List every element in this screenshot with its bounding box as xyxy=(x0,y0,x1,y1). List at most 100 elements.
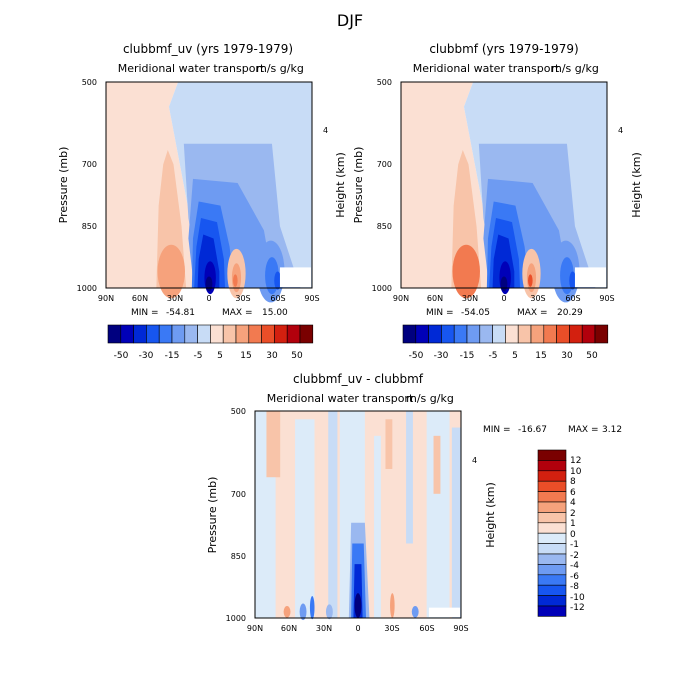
panel-3-y-tick-500: 500 xyxy=(231,407,246,416)
missing-data-patch xyxy=(574,267,606,287)
southern-negative-center xyxy=(274,271,282,290)
panel-2-max-value: 20.29 xyxy=(557,308,583,318)
colorbar-swatch xyxy=(222,324,237,344)
panel-1-cbar-label-1: -30 xyxy=(139,351,154,361)
panel-3-subtitle: Meridional water transport xyxy=(267,392,414,405)
panel-3-stats: MIN = -16.67 MAX = 3.12 xyxy=(483,425,622,435)
red-patch-3 xyxy=(385,419,393,469)
panel-1: clubbmf_uv (yrs 1979-1979) Meridional wa… xyxy=(57,42,347,361)
colorbar-swatch xyxy=(466,324,481,344)
panel-1-max-label: MAX = xyxy=(222,308,253,318)
colorbar-swatch xyxy=(274,324,288,344)
panel-3-contour-field xyxy=(255,411,461,621)
streak-6 xyxy=(406,411,413,544)
panel-3-cbar-label-12: -8 xyxy=(570,582,579,592)
colorbar-swatch xyxy=(479,324,493,344)
panel-2-plot-frame xyxy=(400,81,608,289)
missing-data-patch xyxy=(428,607,460,617)
colorbar-swatch xyxy=(594,324,609,344)
colorbar-swatch xyxy=(530,324,545,344)
panel-1-units: m/s g/kg xyxy=(256,62,304,75)
panel-1-y2-tick-4: 4 xyxy=(323,126,328,135)
colorbar-swatch xyxy=(505,324,519,344)
panel-2-x-tick-30S: 30S xyxy=(530,294,545,303)
panel-1-y-axis-label: Pressure (mb) xyxy=(57,147,70,224)
colorbar-swatch xyxy=(537,501,567,513)
panel-2-x-tick-0: 0 xyxy=(501,294,506,303)
panel-2-cbar-label-4: 5 xyxy=(512,351,518,361)
panel-2-subtitle: Meridional water transport xyxy=(413,62,560,75)
panel-2-x-tick-90N: 90N xyxy=(393,294,409,303)
speckle-2 xyxy=(309,596,315,620)
panel-2-cbar-label-7: 50 xyxy=(586,351,598,361)
red-patch-4 xyxy=(433,435,441,494)
panel-2-units: m/s g/kg xyxy=(551,62,599,75)
red-patch-1 xyxy=(266,411,281,478)
missing-data-patch xyxy=(279,267,311,287)
panel-3-x-ticks: 90N 60N 30N 0 30S 60S 90S xyxy=(247,624,469,633)
panel-1-min-value: -54.81 xyxy=(166,308,195,318)
panel-3-y2-axis-label: Height (km) xyxy=(484,482,497,548)
panel-1-x-tick-30S: 30S xyxy=(235,294,250,303)
panel-1-cbar-label-4: 5 xyxy=(217,351,223,361)
colorbar-swatch xyxy=(415,324,429,344)
negative-minimum xyxy=(500,276,508,292)
panel-1-plot-frame xyxy=(105,81,313,289)
panel-1-y-tick-1000: 1000 xyxy=(77,284,97,293)
panel-1-x-tick-60N: 60N xyxy=(132,294,148,303)
panel-3-cbar-label-11: -6 xyxy=(570,572,579,582)
panel-2-contour-field xyxy=(401,82,607,303)
panel-1-min-label: MIN = xyxy=(131,308,159,318)
panel-2-y2-tick-4: 4 xyxy=(618,126,623,135)
colorbar-swatch xyxy=(537,491,567,503)
panel-2-x-tick-60S: 60S xyxy=(565,294,580,303)
panel-2-stats: MIN = -54.05 MAX = 20.29 xyxy=(426,308,583,318)
panel-3-x-tick-60S: 60S xyxy=(419,624,434,633)
panel-2-cbar-label-2: -15 xyxy=(460,351,475,361)
panel-3-y-tick-850: 850 xyxy=(231,552,246,561)
colorbar-swatch xyxy=(556,324,570,344)
colorbar-swatch xyxy=(492,324,506,344)
panel-2-cbar-label-0: -50 xyxy=(409,351,424,361)
panel-2-cbar-label-6: 30 xyxy=(561,351,573,361)
panel-1-x-tick-60S: 60S xyxy=(270,294,285,303)
panel-1-contour-field xyxy=(106,82,312,303)
panel-3-cbar-label-8: -1 xyxy=(570,540,579,550)
panel-1-x-tick-30N: 30N xyxy=(167,294,183,303)
southern-positive-max xyxy=(528,274,533,287)
panel-3-cbar-label-7: 0 xyxy=(570,530,576,540)
panel-3-cbar-label-3: 6 xyxy=(570,488,576,498)
panel-1-cbar-label-5: 15 xyxy=(240,351,251,361)
panel-1-cbar-label-7: 50 xyxy=(291,351,303,361)
panel-2-x-tick-90S: 90S xyxy=(599,294,614,303)
positive-core xyxy=(452,244,480,299)
colorbar-swatch xyxy=(210,324,224,344)
panel-3-cbar-label-2: 8 xyxy=(570,477,576,487)
panel-2-cbar-label-5: 15 xyxy=(535,351,546,361)
colorbar-swatch xyxy=(441,324,455,344)
colorbar-swatch xyxy=(543,324,557,344)
southern-negative-center xyxy=(569,271,577,290)
colorbar-swatch xyxy=(537,595,567,607)
negative-minimum xyxy=(354,593,362,619)
colorbar-swatch xyxy=(133,324,147,344)
panel-2-y2-axis-label: Height (km) xyxy=(630,152,643,218)
panel-1-y-tick-850: 850 xyxy=(82,222,97,231)
panel-3-max-value: 3.12 xyxy=(602,425,622,435)
streak-8 xyxy=(451,427,461,618)
colorbar-swatch xyxy=(581,324,596,344)
panel-2-min-value: -54.05 xyxy=(461,308,490,318)
panel-3-title: clubbmf_uv - clubbmf xyxy=(293,372,424,386)
panel-2-min-label: MIN = xyxy=(426,308,454,318)
streak-5 xyxy=(374,435,381,618)
panel-2-colorbar-labels: -50 -30 -15 -5 5 15 30 50 xyxy=(409,351,598,361)
panel-3-y2-tick-4: 4 xyxy=(472,456,477,465)
colorbar-swatch xyxy=(248,324,262,344)
colorbar-swatch xyxy=(537,460,567,472)
panel-3-cbar-label-5: 2 xyxy=(570,509,576,519)
panel-2-title: clubbmf (yrs 1979-1979) xyxy=(429,42,578,56)
panel-1-x-tick-0: 0 xyxy=(206,294,211,303)
panel-3: clubbmf_uv - clubbmf Meridional water tr… xyxy=(206,372,622,633)
panel-3-colorbar xyxy=(537,449,567,617)
streak-3 xyxy=(328,411,338,618)
